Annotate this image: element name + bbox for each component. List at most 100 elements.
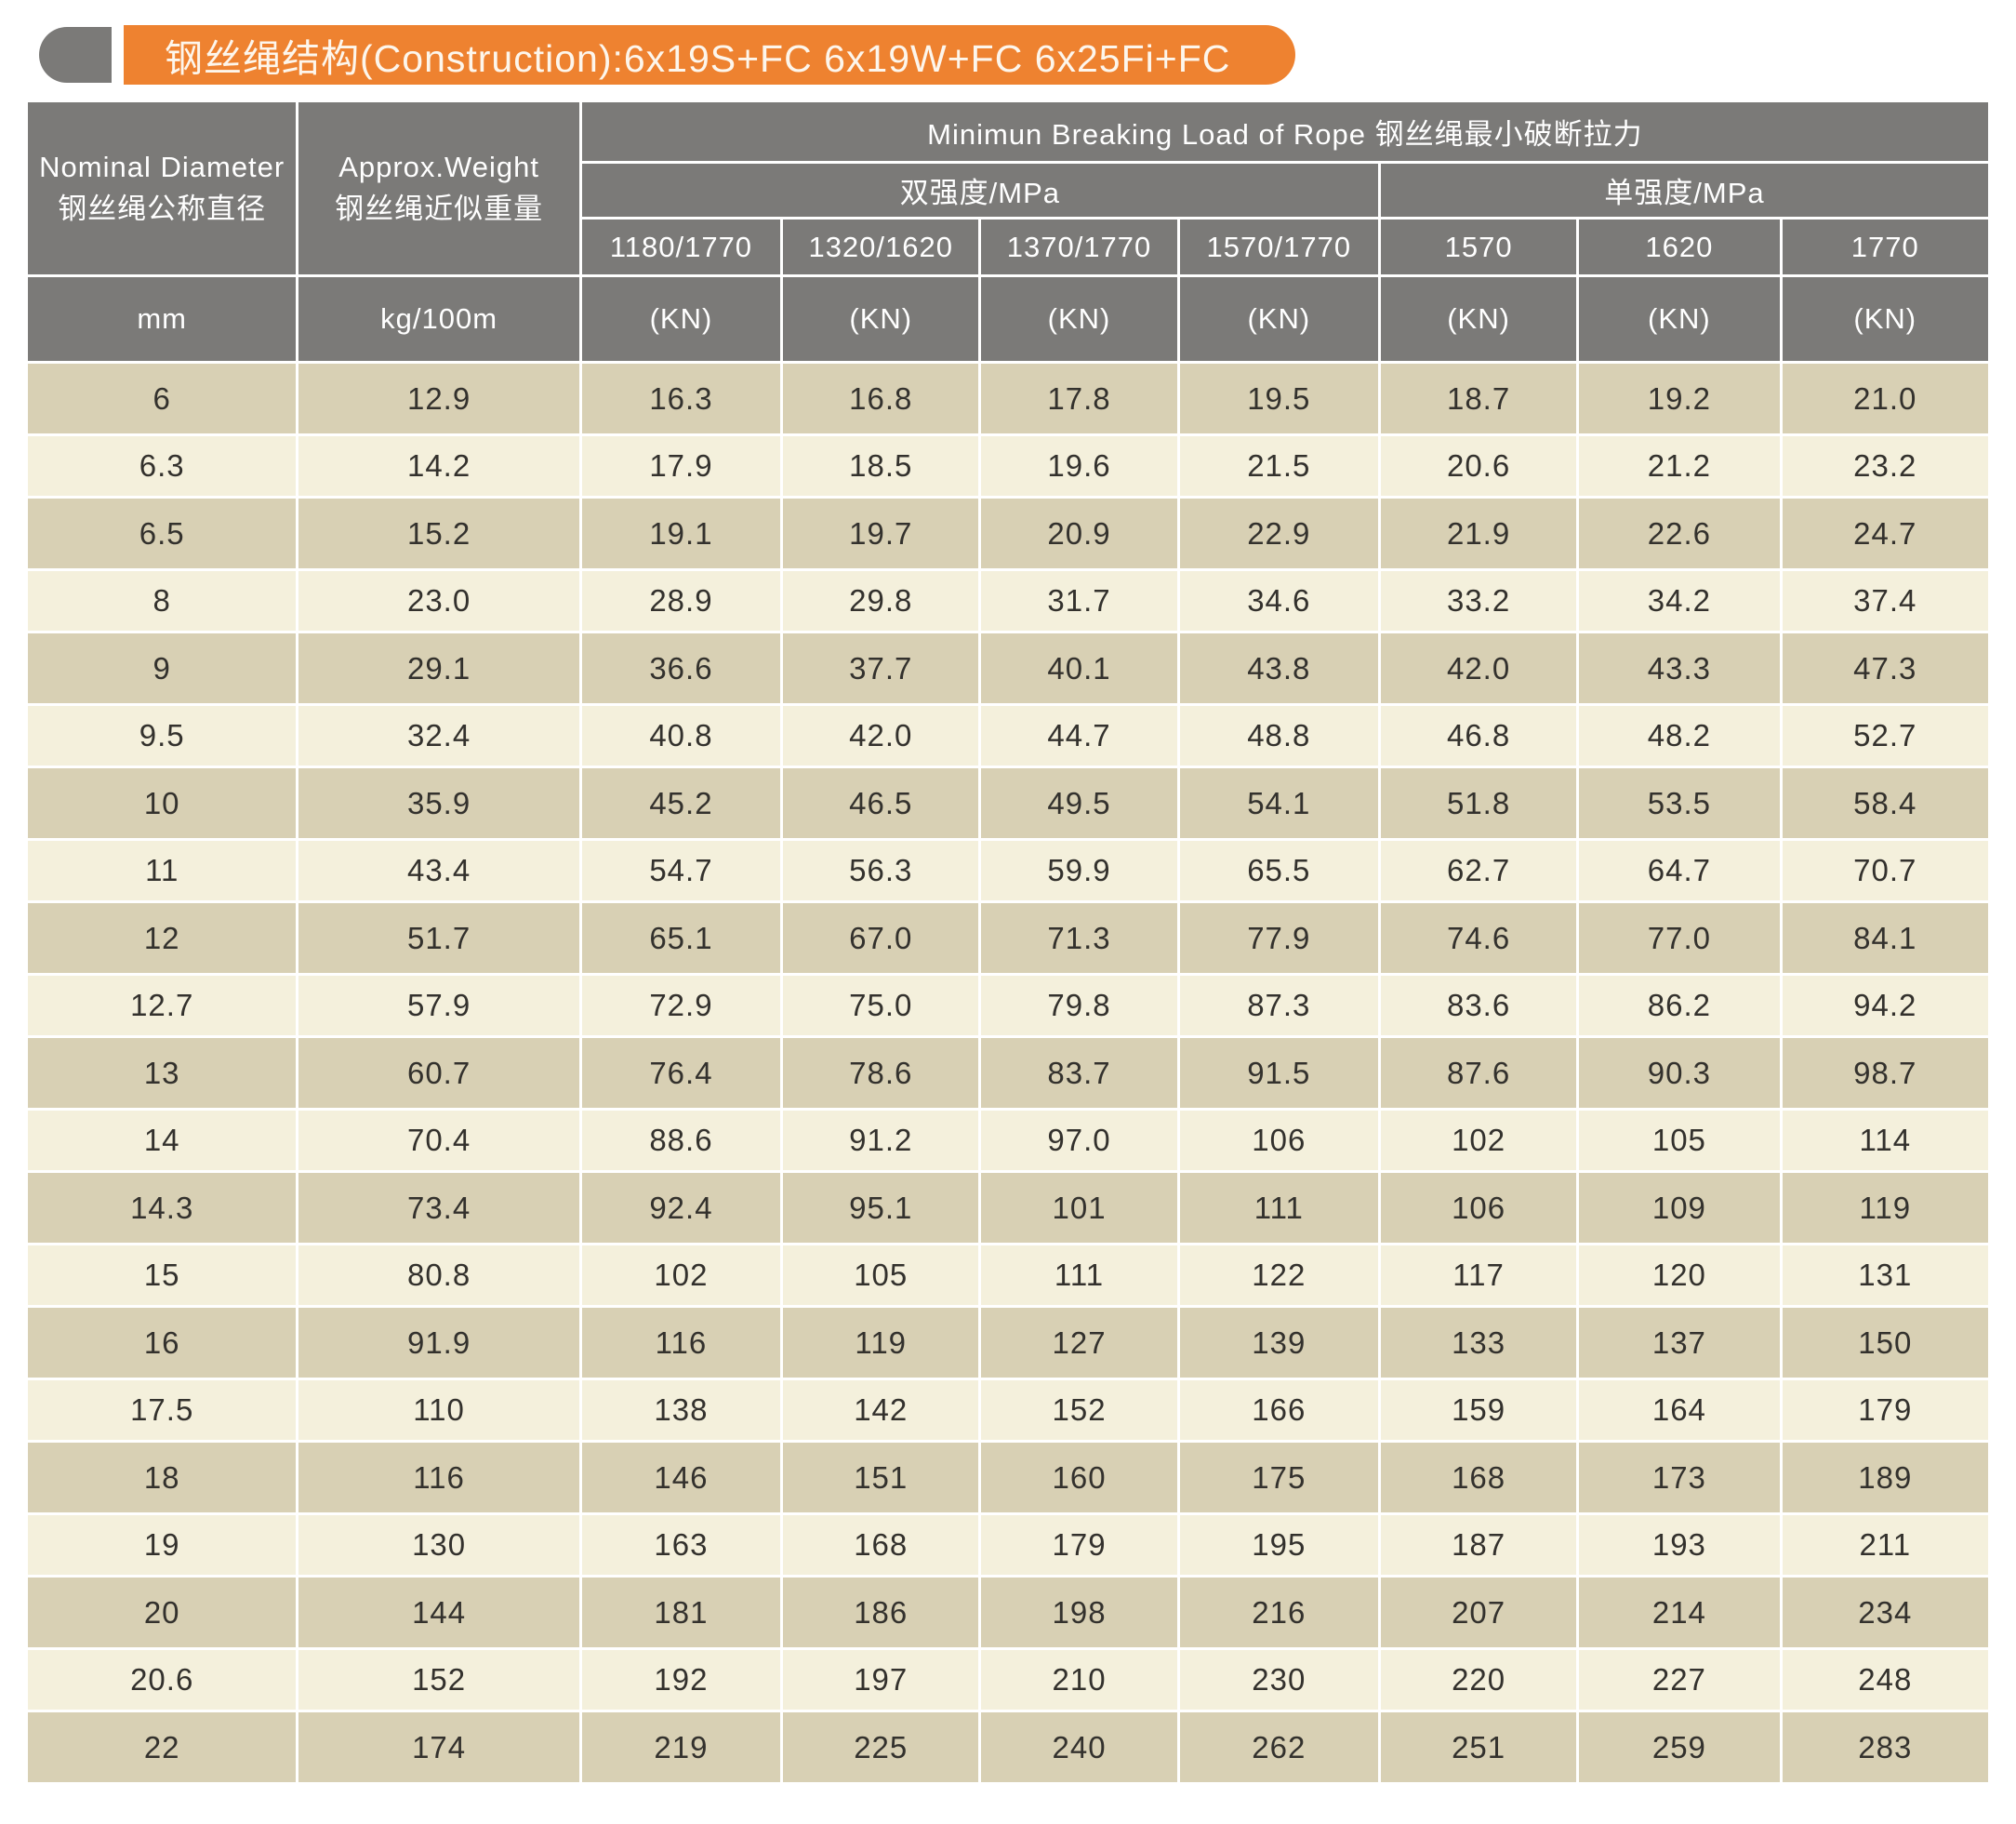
breaking-load-cell: 42.0 <box>1377 631 1580 706</box>
weight-cell: 23.0 <box>296 568 582 633</box>
diameter-cell: 15 <box>24 1243 299 1308</box>
breaking-load-cell: 21.5 <box>1176 433 1381 499</box>
breaking-load-cell: 54.1 <box>1176 766 1381 841</box>
breaking-load-cell: 34.2 <box>1576 568 1783 633</box>
breaking-load-cell: 77.0 <box>1576 900 1783 976</box>
weight-cell: 130 <box>296 1512 582 1578</box>
breaking-load-cell: 23.2 <box>1779 433 1992 499</box>
breaking-load-cell: 192 <box>578 1647 784 1712</box>
breaking-load-cell: 46.5 <box>780 766 982 841</box>
breaking-load-cell: 45.2 <box>578 766 784 841</box>
diameter-cell: 6.3 <box>24 433 299 499</box>
header-row-grades: 1180/1770 1320/1620 1370/1770 1570/1770 … <box>27 217 1992 277</box>
weight-cell: 57.9 <box>296 973 582 1038</box>
diameter-cell: 12 <box>24 900 299 976</box>
breaking-load-cell: 193 <box>1576 1512 1783 1578</box>
breaking-load-cell: 151 <box>780 1440 982 1515</box>
table-row: 14.3 73.4 92.4 95.1 101 111 106 109 119 <box>24 1170 1992 1245</box>
breaking-load-cell: 159 <box>1377 1378 1580 1443</box>
breaking-load-cell: 72.9 <box>578 973 784 1038</box>
table-row: 20.6 152 192 197 210 230 220 227 248 <box>24 1647 1992 1712</box>
breaking-load-cell: 40.8 <box>578 703 784 768</box>
breaking-load-cell: 133 <box>1377 1305 1580 1380</box>
diameter-cell: 16 <box>24 1305 299 1380</box>
table-row: 16 91.9 116 119 127 139 133 137 150 <box>24 1305 1992 1380</box>
table-row: 8 23.0 28.9 29.8 31.7 34.6 33.2 34.2 37.4 <box>24 568 1992 633</box>
breaking-load-cell: 168 <box>1377 1440 1580 1515</box>
diameter-cell: 14 <box>24 1108 299 1173</box>
breaking-load-cell: 102 <box>1377 1108 1580 1173</box>
breaking-load-cell: 64.7 <box>1576 838 1783 903</box>
breaking-load-cell: 31.7 <box>978 568 1180 633</box>
breaking-load-cell: 283 <box>1779 1710 1992 1785</box>
breaking-load-cell: 18.7 <box>1377 361 1580 436</box>
diameter-cell: 6 <box>24 361 299 436</box>
breaking-load-cell: 16.3 <box>578 361 784 436</box>
breaking-load-cell: 18.5 <box>780 433 982 499</box>
nominal-diameter-en: Nominal Diameter <box>39 150 285 183</box>
breaking-load-cell: 248 <box>1779 1647 1992 1712</box>
weight-cell: 35.9 <box>296 766 582 841</box>
diameter-cell: 9.5 <box>24 703 299 768</box>
breaking-load-cell: 225 <box>780 1710 982 1785</box>
table-row: 18 116 146 151 160 175 168 173 189 <box>24 1440 1992 1515</box>
table-row: 6 12.9 16.3 16.8 17.8 19.5 18.7 19.2 21.0 <box>24 361 1992 436</box>
breaking-load-cell: 86.2 <box>1576 973 1783 1038</box>
breaking-load-cell: 34.6 <box>1176 568 1381 633</box>
breaking-load-cell: 83.7 <box>978 1035 1180 1111</box>
breaking-load-cell: 56.3 <box>780 838 982 903</box>
table-row: 20 144 181 186 198 216 207 214 234 <box>24 1575 1992 1650</box>
breaking-load-cell: 173 <box>1576 1440 1783 1515</box>
breaking-load-cell: 220 <box>1377 1647 1580 1712</box>
breaking-load-cell: 36.6 <box>578 631 784 706</box>
breaking-load-cell: 102 <box>578 1243 784 1308</box>
breaking-load-cell: 58.4 <box>1779 766 1992 841</box>
breaking-load-cell: 48.8 <box>1176 703 1381 768</box>
breaking-load-cell: 175 <box>1176 1440 1381 1515</box>
breaking-load-cell: 19.5 <box>1176 361 1381 436</box>
diameter-cell: 18 <box>24 1440 299 1515</box>
weight-cell: 70.4 <box>296 1108 582 1173</box>
col-header-nominal-diameter: Nominal Diameter 钢丝绳公称直径 <box>24 100 299 277</box>
breaking-load-cell: 59.9 <box>978 838 1180 903</box>
breaking-load-cell: 230 <box>1176 1647 1381 1712</box>
breaking-load-cell: 105 <box>780 1243 982 1308</box>
weight-cell: 32.4 <box>296 703 582 768</box>
weight-cell: 174 <box>296 1710 582 1785</box>
breaking-load-cell: 22.6 <box>1576 496 1783 571</box>
breaking-load-cell: 22.9 <box>1176 496 1381 571</box>
breaking-load-cell: 198 <box>978 1575 1180 1650</box>
breaking-load-cell: 54.7 <box>578 838 784 903</box>
diameter-cell: 13 <box>24 1035 299 1111</box>
weight-cell: 152 <box>296 1647 582 1712</box>
breaking-load-cell: 43.8 <box>1176 631 1381 706</box>
diameter-cell: 14.3 <box>24 1170 299 1245</box>
breaking-load-cell: 210 <box>978 1647 1180 1712</box>
table-row: 12.7 57.9 72.9 75.0 79.8 87.3 83.6 86.2 94.2 <box>24 973 1992 1038</box>
breaking-load-cell: 259 <box>1576 1710 1783 1785</box>
breaking-load-cell: 43.3 <box>1576 631 1783 706</box>
breaking-load-cell: 24.7 <box>1779 496 1992 571</box>
unit-load: (KN) <box>1377 274 1580 364</box>
breaking-load-cell: 186 <box>780 1575 982 1650</box>
weight-cell: 51.7 <box>296 900 582 976</box>
breaking-load-cell: 164 <box>1576 1378 1783 1443</box>
breaking-load-cell: 216 <box>1176 1575 1381 1650</box>
diameter-cell: 20 <box>24 1575 299 1650</box>
breaking-load-cell: 87.3 <box>1176 973 1381 1038</box>
breaking-load-cell: 98.7 <box>1779 1035 1992 1111</box>
table-row: 12 51.7 65.1 67.0 71.3 77.9 74.6 77.0 84.1 <box>24 900 1992 976</box>
table-row: 6.5 15.2 19.1 19.7 20.9 22.9 21.9 22.6 24.7 <box>24 496 1992 571</box>
table-row: 9.5 32.4 40.8 42.0 44.7 48.8 46.8 48.2 52.7 <box>24 703 1992 768</box>
table-row: 6.3 14.2 17.9 18.5 19.6 21.5 20.6 21.2 23.2 <box>24 433 1992 499</box>
breaking-load-cell: 251 <box>1377 1710 1580 1785</box>
grade-header: 1370/1770 <box>978 217 1180 277</box>
breaking-load-cell: 67.0 <box>780 900 982 976</box>
breaking-load-cell: 187 <box>1377 1512 1580 1578</box>
grade-header: 1570/1770 <box>1176 217 1381 277</box>
breaking-load-cell: 189 <box>1779 1440 1992 1515</box>
breaking-load-cell: 234 <box>1779 1575 1992 1650</box>
nominal-diameter-zh: 钢丝绳公称直径 <box>58 192 267 225</box>
breaking-load-cell: 122 <box>1176 1243 1381 1308</box>
breaking-load-cell: 20.6 <box>1377 433 1580 499</box>
